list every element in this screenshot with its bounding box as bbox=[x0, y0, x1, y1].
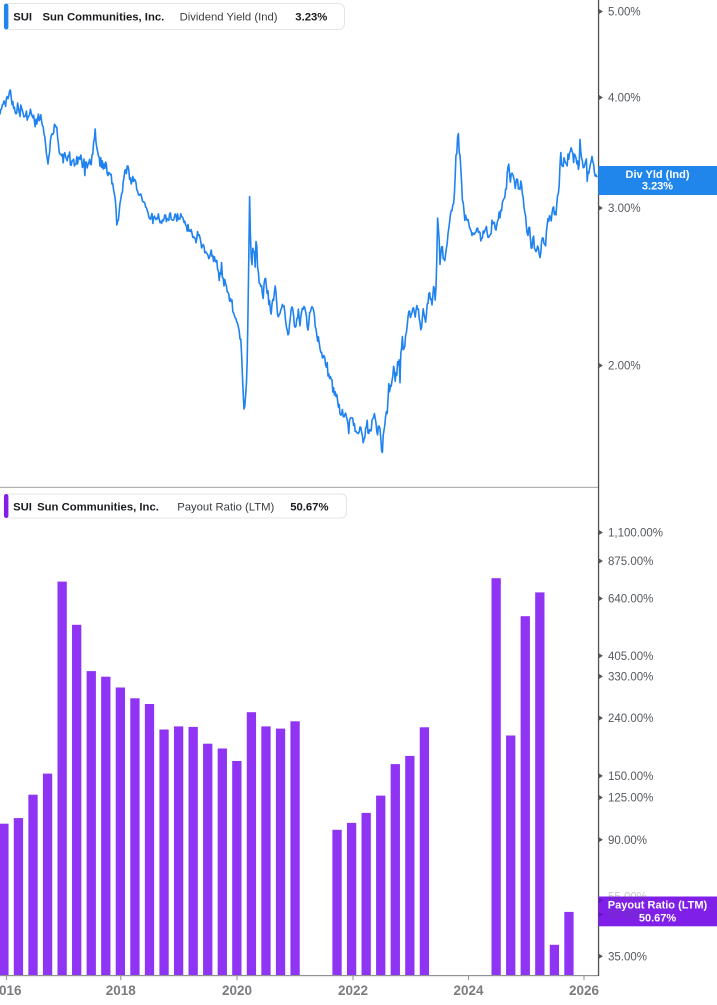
svg-text:90.00%: 90.00% bbox=[608, 835, 647, 847]
svg-text:2026: 2026 bbox=[569, 983, 600, 998]
svg-text:150.00%: 150.00% bbox=[608, 771, 653, 783]
svg-text:35.00%: 35.00% bbox=[608, 951, 647, 963]
svg-text:Dividend Yield (Ind): Dividend Yield (Ind) bbox=[180, 12, 278, 24]
svg-text:SUI: SUI bbox=[13, 12, 32, 24]
svg-text:2.00%: 2.00% bbox=[608, 361, 641, 373]
svg-text:125.00%: 125.00% bbox=[608, 793, 653, 805]
svg-text:5.00%: 5.00% bbox=[608, 7, 641, 19]
svg-text:2024: 2024 bbox=[453, 983, 484, 998]
svg-text:2022: 2022 bbox=[338, 983, 368, 998]
svg-text:Sun Communities, Inc.: Sun Communities, Inc. bbox=[37, 501, 159, 513]
svg-text:3.23%: 3.23% bbox=[642, 181, 673, 193]
svg-text:330.00%: 330.00% bbox=[608, 672, 653, 684]
svg-text:50.67%: 50.67% bbox=[639, 913, 677, 925]
svg-text:Sun Communities, Inc.: Sun Communities, Inc. bbox=[43, 12, 165, 24]
svg-text:2018: 2018 bbox=[106, 983, 137, 998]
svg-text:50.67%: 50.67% bbox=[290, 501, 328, 513]
svg-text:SUI: SUI bbox=[13, 501, 32, 513]
svg-text:Payout Ratio (LTM): Payout Ratio (LTM) bbox=[177, 501, 274, 513]
svg-text:Div Yld (Ind): Div Yld (Ind) bbox=[626, 169, 690, 181]
svg-text:Payout Ratio (LTM): Payout Ratio (LTM) bbox=[608, 900, 708, 912]
svg-text:50.00%: 50.00% bbox=[608, 909, 647, 921]
svg-text:55.00%: 55.00% bbox=[608, 892, 647, 904]
svg-text:405.00%: 405.00% bbox=[608, 651, 653, 663]
svg-text:2020: 2020 bbox=[222, 983, 252, 998]
svg-text:4.00%: 4.00% bbox=[608, 93, 641, 105]
svg-text:875.00%: 875.00% bbox=[608, 556, 653, 568]
svg-text:1,100.00%: 1,100.00% bbox=[608, 528, 663, 540]
svg-text:640.00%: 640.00% bbox=[608, 594, 653, 606]
svg-text:240.00%: 240.00% bbox=[608, 713, 653, 725]
svg-text:3.23%: 3.23% bbox=[295, 12, 327, 24]
svg-text:3.00%: 3.00% bbox=[608, 203, 641, 215]
svg-text:2016: 2016 bbox=[0, 983, 22, 998]
